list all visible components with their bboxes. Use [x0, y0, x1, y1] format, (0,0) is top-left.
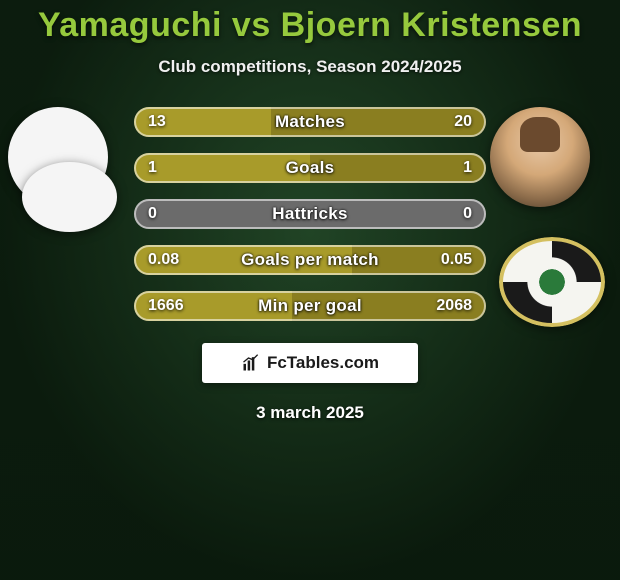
date-label: 3 march 2025: [256, 403, 364, 423]
stat-bar: 0Hattricks0: [134, 199, 486, 229]
stat-label: Min per goal: [134, 296, 486, 316]
brand-text: FcTables.com: [267, 353, 379, 373]
stat-label: Hattricks: [134, 204, 486, 224]
club-left-crest: [22, 162, 117, 232]
stat-bar: 13Matches20: [134, 107, 486, 137]
comparison-card: Yamaguchi vs Bjoern Kristensen Club comp…: [0, 0, 620, 580]
stat-bar: 1Goals1: [134, 153, 486, 183]
stat-value-right: 0: [463, 205, 472, 223]
stat-value-right: 20: [454, 113, 472, 131]
stat-value-right: 1: [463, 159, 472, 177]
stat-value-right: 0.05: [441, 251, 472, 269]
stat-label: Matches: [134, 112, 486, 132]
stat-bars: 13Matches20 1Goals1 0Hattricks0 0.08Goals p…: [134, 107, 486, 321]
page-title: Yamaguchi vs Bjoern Kristensen: [38, 6, 582, 45]
chart-icon: [241, 353, 261, 373]
stat-label: Goals per match: [134, 250, 486, 270]
stat-bar: 1666Min per goal2068: [134, 291, 486, 321]
stats-area: 13Matches20 1Goals1 0Hattricks0 0.08Goals p…: [0, 107, 620, 321]
stat-label: Goals: [134, 158, 486, 178]
stat-value-right: 2068: [436, 297, 472, 315]
stat-bar: 0.08Goals per match0.05: [134, 245, 486, 275]
brand-badge[interactable]: FcTables.com: [202, 343, 418, 383]
subtitle: Club competitions, Season 2024/2025: [158, 57, 461, 77]
club-right-crest: [499, 237, 605, 327]
player-right-avatar: [490, 107, 590, 207]
